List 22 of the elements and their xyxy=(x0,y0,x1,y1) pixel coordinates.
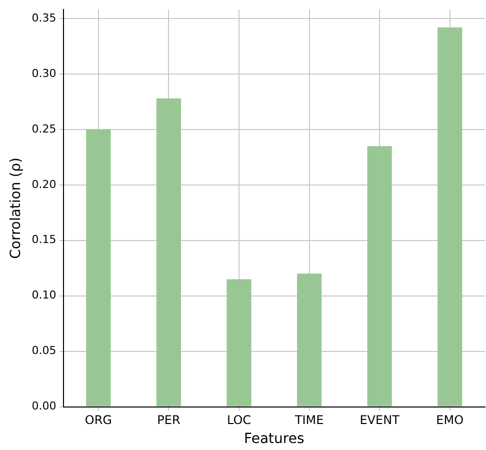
bar xyxy=(296,274,322,406)
bar xyxy=(367,146,392,406)
x-tick-label: EVENT xyxy=(360,413,400,428)
bar xyxy=(438,27,462,406)
x-tick-label: ORG xyxy=(84,413,112,428)
y-tick-label: 0.10 xyxy=(32,288,56,302)
y-tick-label: 0.05 xyxy=(32,344,56,358)
bar xyxy=(226,279,252,406)
y-tick-label: 0.35 xyxy=(32,11,56,24)
x-axis-title: Features xyxy=(244,431,304,448)
x-tick-label: PER xyxy=(157,413,180,428)
y-tick-label: 0.25 xyxy=(32,122,56,136)
y-tick-label: 0.00 xyxy=(32,400,56,413)
x-tick-label: TIME xyxy=(294,413,324,428)
y-tick-label: 0.20 xyxy=(32,178,56,191)
y-tick-label: 0.15 xyxy=(32,233,56,246)
x-tick-label: LOC xyxy=(226,413,252,428)
x-tick-label: EMO xyxy=(436,413,464,428)
bar xyxy=(156,98,182,406)
bar xyxy=(86,129,111,406)
y-axis-title: Corrolation (ρ) xyxy=(8,157,24,259)
y-tick-label: 0.30 xyxy=(32,66,56,80)
